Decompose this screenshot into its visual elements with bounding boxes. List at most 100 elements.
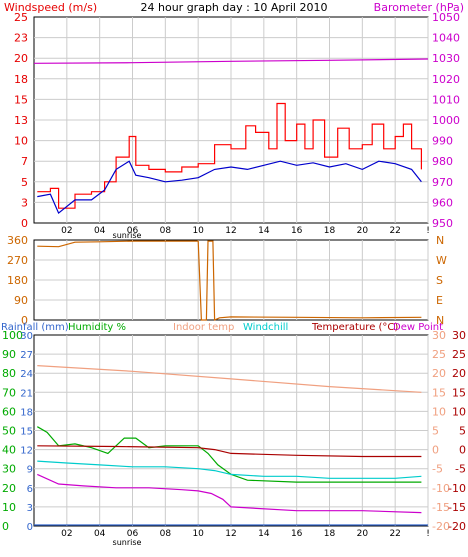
dir-compass-label: E (436, 294, 443, 307)
dew-label: Dew Point (393, 322, 443, 333)
wind-y-tick-label: 20 (14, 52, 28, 65)
dir-y-tick-label: 180 (7, 274, 28, 287)
indoor-tick-label: -5 (432, 463, 443, 476)
baro-y-tick-label: 980 (432, 155, 453, 168)
humidity-tick-label: 30 (2, 463, 16, 476)
wind-gust-line (37, 102, 422, 209)
temp-x-tick-label: 08 (160, 529, 172, 539)
temp-x-tick-label: 20 (357, 529, 369, 539)
dir-y-tick-label: 0 (21, 314, 28, 327)
humidity-tick-label: 40 (2, 444, 16, 457)
humidity-tick-label: 90 (2, 348, 16, 361)
temp-tick-label: -15 (448, 501, 466, 514)
windchill-label: Windchill (243, 322, 288, 333)
wind-x-tick-label: 04 (94, 226, 106, 236)
rain-tick-label: 3 (27, 503, 33, 514)
indoor-line (37, 365, 422, 393)
wind-x-tick-label: 08 (160, 226, 172, 236)
indoor-label: Indoor temp (173, 322, 234, 333)
rain-tick-label: 21 (20, 388, 33, 399)
rain-tick-label: 30 (20, 331, 33, 342)
rain-tick-label: 15 (20, 427, 33, 438)
indoor-tick-label: -15 (432, 501, 450, 514)
temp-tick-label: 0 (459, 444, 466, 457)
temp-x-tick-label: 12 (225, 529, 236, 539)
indoor-tick-label: 10 (432, 405, 446, 418)
indoor-tick-label: 0 (432, 444, 439, 457)
temp-tick-label: -10 (448, 482, 466, 495)
temp-x-tick-label: ! (426, 529, 430, 539)
temp-tick-label: -20 (448, 520, 466, 533)
chart-title: 24 hour graph day : 10 April 2010 (141, 1, 328, 14)
dir-compass-label: N (436, 314, 444, 327)
wind-x-tick-label: 14 (258, 226, 270, 236)
wind-left-label: Windspeed (m/s) (4, 1, 97, 14)
temp-tick-label: 30 (452, 329, 466, 342)
baro-y-tick-label: 1020 (432, 73, 460, 86)
wind-direction-line (37, 240, 422, 321)
indoor-tick-label: 5 (432, 425, 439, 438)
baro-y-tick-label: 950 (432, 217, 453, 230)
temp-tick-label: 20 (452, 367, 466, 380)
wind-x-tick-label: 16 (291, 226, 303, 236)
humidity-tick-label: 80 (2, 367, 16, 380)
rain-tick-label: 9 (27, 465, 33, 476)
temp-tick-label: 15 (452, 386, 466, 399)
wind-y-tick-label: 0 (21, 217, 28, 230)
temp-tick-label: 5 (459, 425, 466, 438)
temperature-line (37, 445, 422, 458)
baro-y-tick-label: 1030 (432, 52, 460, 65)
temp-x-tick-label: 14 (258, 529, 270, 539)
indoor-tick-label: -20 (432, 520, 450, 533)
wind-y-tick-label: 10 (14, 135, 28, 148)
barometer-line (33, 58, 429, 64)
humidity-tick-label: 0 (2, 520, 9, 533)
humidity-line (36, 426, 422, 483)
wind-y-tick-label: 15 (14, 93, 28, 106)
dir-y-tick-label: 90 (14, 294, 28, 307)
indoor-tick-label: 20 (432, 367, 446, 380)
humidity-tick-label: 50 (2, 425, 16, 438)
temp-sunrise-label: sunrise (113, 538, 142, 547)
temp-tick-label: 25 (452, 348, 466, 361)
temp-x-tick-label: 16 (291, 529, 303, 539)
baro-y-tick-label: 1040 (432, 32, 460, 45)
temp-x-tick-label: 04 (94, 529, 106, 539)
rain-tick-label: 18 (20, 407, 33, 418)
temp-x-tick-label: 10 (192, 529, 204, 539)
rain-tick-label: 27 (20, 350, 33, 361)
dir-compass-label: W (436, 254, 447, 267)
humidity-tick-label: 20 (2, 482, 16, 495)
temp-x-tick-label: 02 (61, 529, 72, 539)
humidity-tick-label: 10 (2, 501, 16, 514)
windchill-line (37, 460, 422, 479)
wind-x-tick-label: ! (426, 226, 430, 236)
rain-label: Rainfall (mm) (1, 322, 69, 333)
wind-y-tick-label: 23 (14, 32, 28, 45)
indoor-tick-label: 25 (432, 348, 446, 361)
humidity-tick-label: 100 (2, 329, 23, 342)
indoor-tick-label: 30 (432, 329, 446, 342)
baro-y-tick-label: 990 (432, 135, 453, 148)
wind-sunrise-label: sunrise (113, 231, 142, 240)
temp-x-tick-label: 06 (127, 529, 139, 539)
humidity-label: Humidity % (68, 322, 126, 333)
wind-y-tick-label: 13 (14, 114, 28, 127)
humidity-tick-label: 70 (2, 386, 16, 399)
temp-x-tick-label: 18 (324, 529, 336, 539)
baro-y-tick-label: 970 (432, 176, 453, 189)
wind-y-tick-label: 18 (14, 73, 28, 86)
dir-compass-label: N (436, 234, 444, 247)
wind-average-line (37, 160, 422, 215)
temp-tick-label: 10 (452, 405, 466, 418)
humidity-tick-label: 60 (2, 405, 16, 418)
dewpoint-line (37, 473, 422, 514)
wind-y-tick-label: 25 (14, 11, 28, 24)
wind-x-tick-label: 06 (127, 226, 139, 236)
temp-label: Temperature (°C) (311, 322, 398, 333)
indoor-tick-label: 15 (432, 386, 446, 399)
temp-tick-label: -5 (455, 463, 466, 476)
dir-y-tick-label: 270 (7, 254, 28, 267)
